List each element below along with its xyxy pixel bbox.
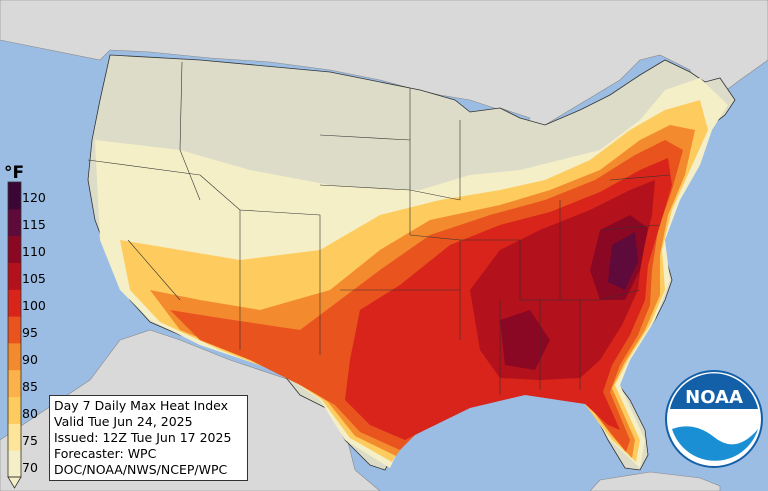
colorbar-tick-label: 100 (22, 298, 46, 313)
colorbar-tick-label: 110 (22, 244, 46, 259)
unit-label: °F (4, 163, 25, 183)
colorbar-band (8, 342, 21, 371)
colorbar-arrow (7, 476, 22, 489)
colorbar-band (8, 235, 21, 263)
logo-text: NOAA (685, 387, 743, 408)
colorbar-tick-label: 80 (22, 406, 38, 421)
colorbar-tick-label: 120 (22, 190, 46, 205)
colorbar-band (8, 450, 21, 478)
info-issued: Issued: 12Z Tue Jun 17 2025 (54, 430, 232, 445)
colorbar-band (8, 369, 21, 398)
colorbar-band (8, 289, 21, 317)
colorbar-band (8, 182, 21, 210)
info-box: Day 7 Daily Max Heat Index Valid Tue Jun… (49, 395, 248, 481)
info-valid: Valid Tue Jun 24, 2025 (54, 414, 193, 429)
colorbar-band (8, 208, 21, 237)
noaa-logo: NOAA (665, 370, 763, 468)
colorbar-tick-label: 70 (22, 460, 38, 475)
colorbar-band (8, 396, 21, 424)
colorbar-tick-label: 95 (22, 325, 38, 340)
info-forecaster: Forecaster: WPC (54, 446, 157, 461)
colorbar-tick-label: 75 (22, 433, 38, 448)
info-agency: DOC/NOAA/NWS/NCEP/WPC (54, 462, 228, 477)
colorbar-tick-label: 105 (22, 271, 46, 286)
zone-110 (500, 215, 648, 370)
colorbar-band (8, 423, 21, 451)
info-title: Day 7 Daily Max Heat Index (54, 398, 229, 413)
colorbar-tick-label: 115 (22, 217, 46, 232)
colorbar-tick-label: 85 (22, 379, 38, 394)
state-borders (87, 61, 671, 395)
zone-115 (608, 232, 638, 290)
colorbar-tick-label: 90 (22, 352, 38, 367)
colorbar (7, 181, 22, 489)
cuba-land (589, 471, 721, 491)
colorbar-band (8, 316, 21, 344)
colorbar-band (8, 262, 21, 290)
